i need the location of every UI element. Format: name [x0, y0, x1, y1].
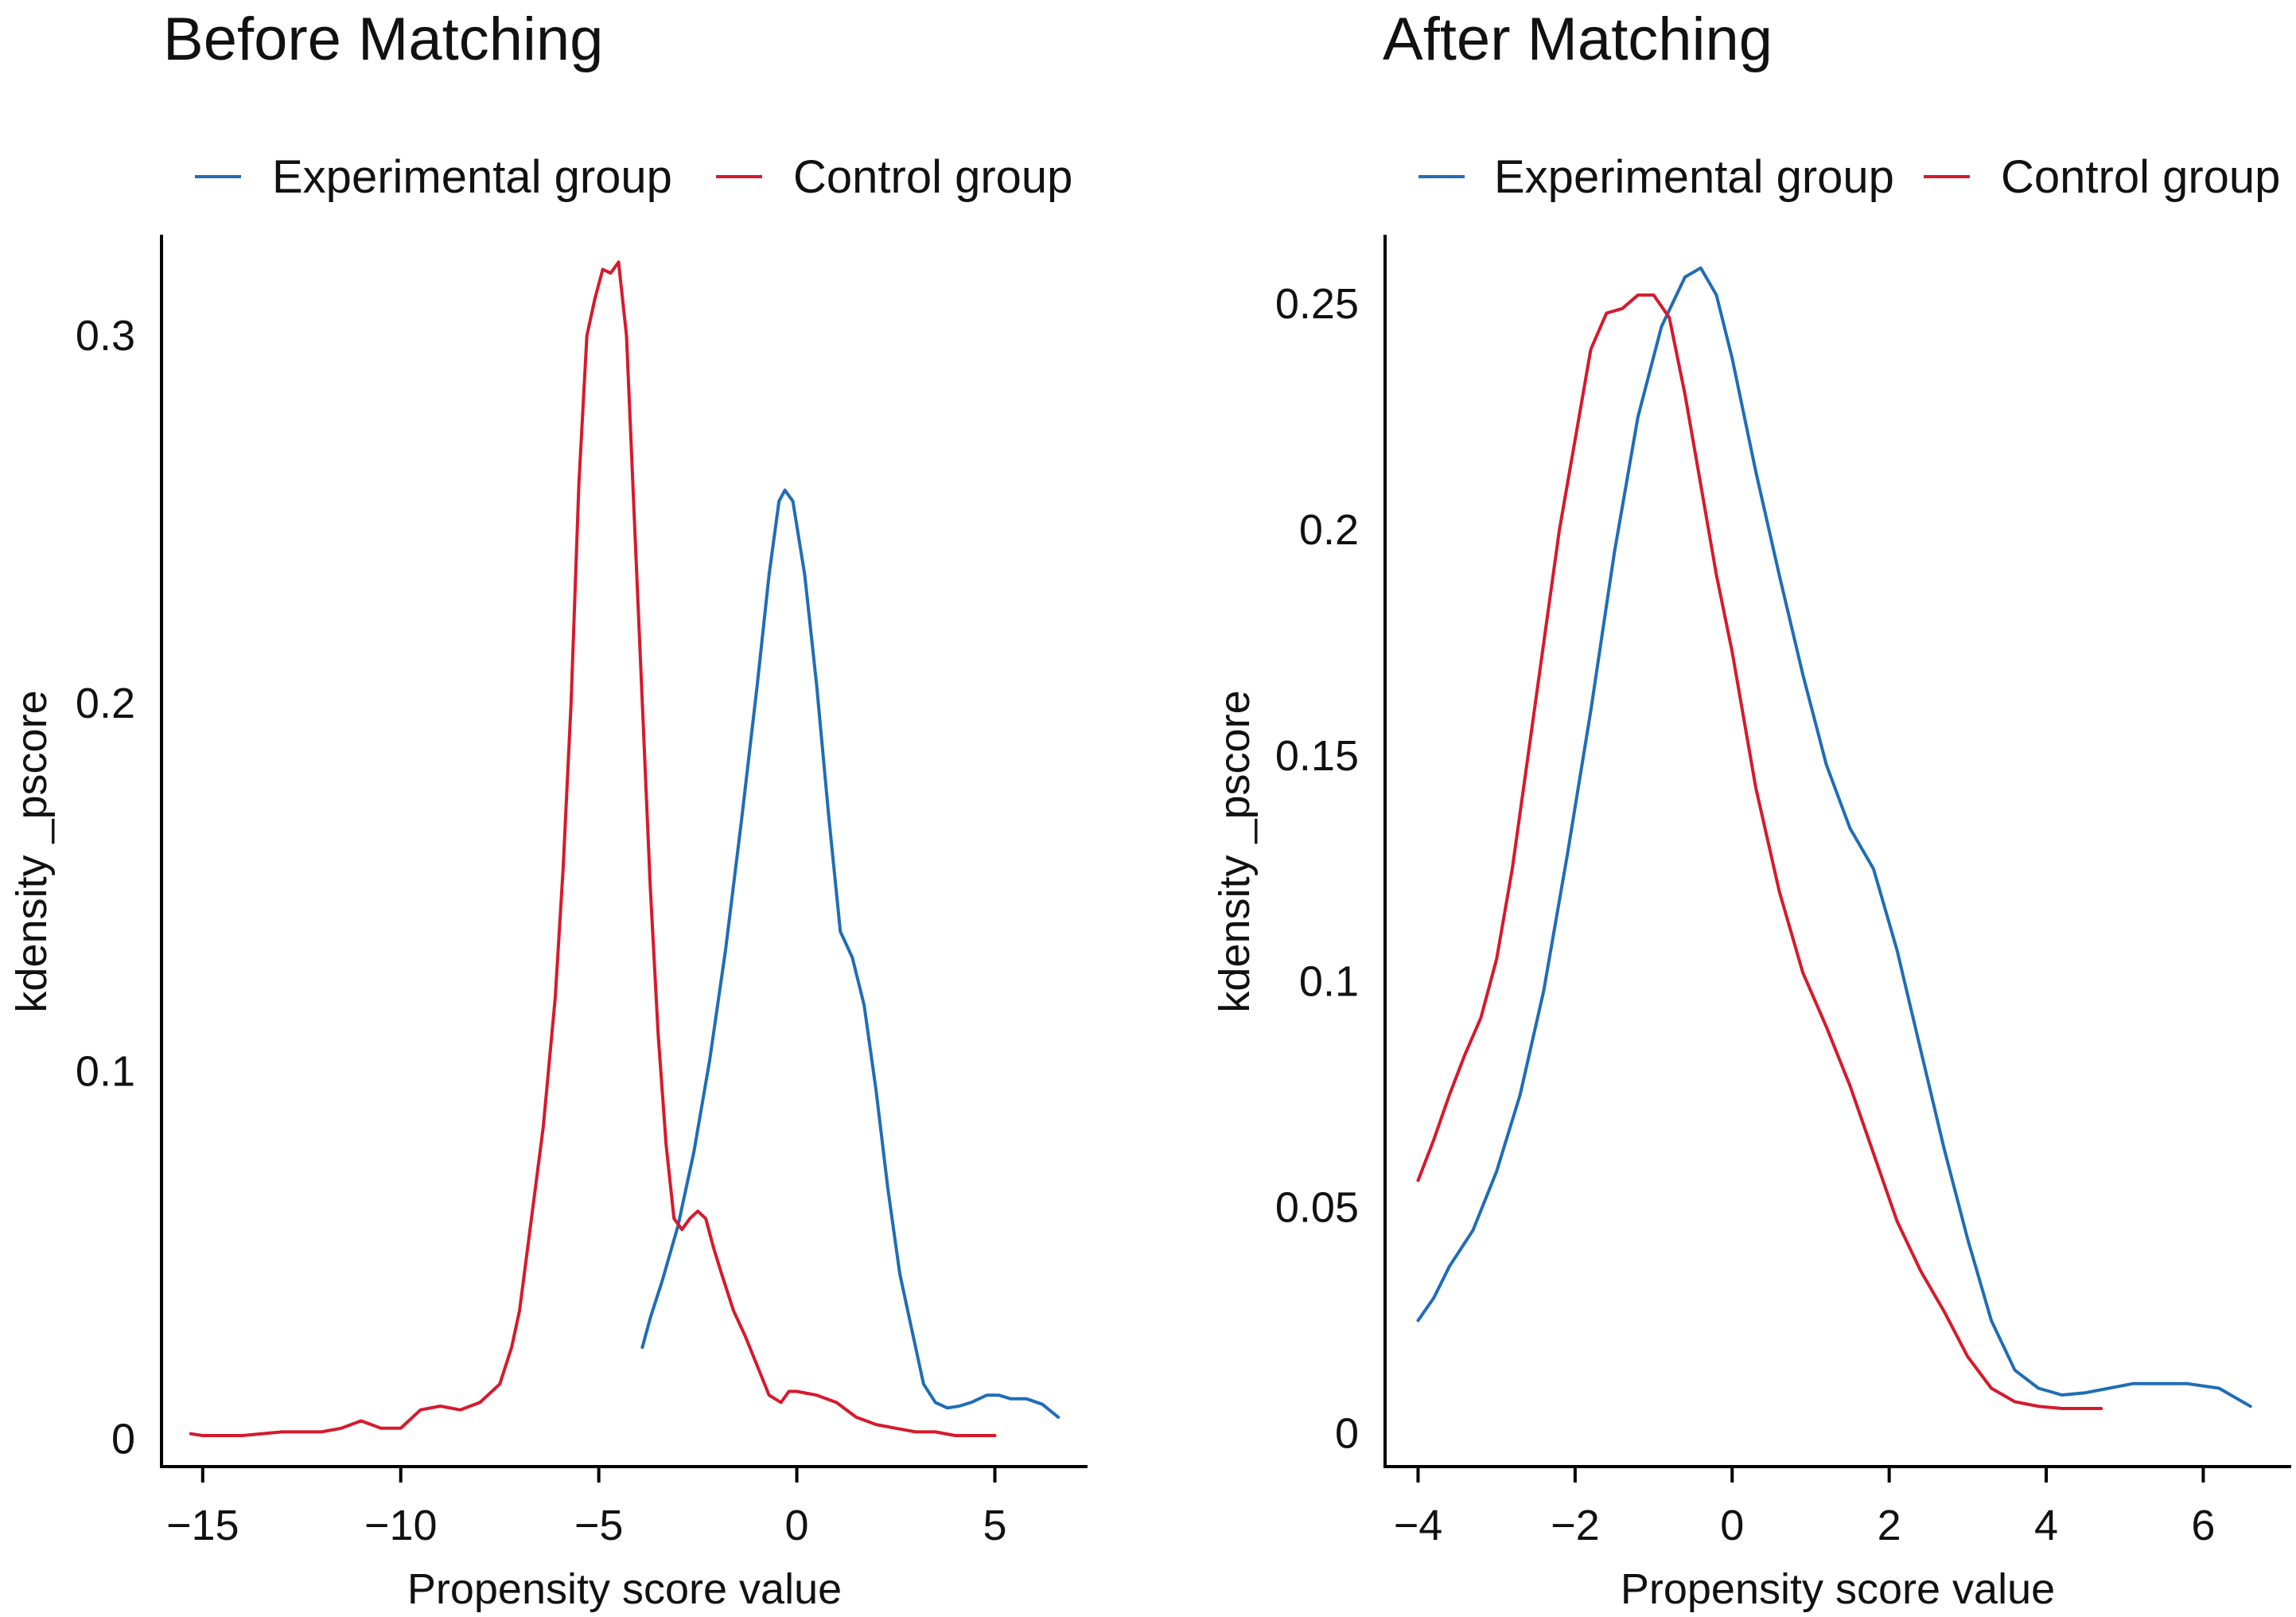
y-axis-title: kdensity _pscore [8, 690, 56, 1012]
legend-label-control: Control group [2001, 151, 2280, 203]
x-tick-label: 5 [983, 1502, 1006, 1549]
chart-title: After Matching [1383, 6, 1773, 73]
legend-label-experimental: Experimental group [1494, 151, 1894, 203]
y-tick-label: 0.1 [76, 1047, 135, 1095]
x-tick-label: 2 [1878, 1502, 1901, 1549]
x-tick-label: −15 [166, 1502, 239, 1549]
x-tick-label: 6 [2191, 1502, 2215, 1549]
y-tick-label: 0.25 [1275, 280, 1359, 328]
y-tick-label: 0.2 [76, 680, 135, 727]
x-tick-label: −4 [1394, 1502, 1443, 1549]
panel-before-matching: Before Matching Experimental group Contr… [8, 6, 1088, 1613]
series-line-control-group [189, 260, 997, 1437]
x-ticks: −15 −10 −5 0 5 [166, 1467, 1007, 1549]
x-tick-label: 0 [1720, 1502, 1744, 1549]
x-ticks: −4 −2 0 2 4 6 [1394, 1467, 2215, 1549]
x-tick-label: 0 [785, 1502, 809, 1549]
y-tick-label: 0 [1335, 1409, 1359, 1457]
x-tick-label: −10 [364, 1502, 438, 1549]
legend-label-experimental: Experimental group [272, 151, 672, 203]
y-tick-label: 0.15 [1275, 732, 1359, 780]
y-ticks: 0 0.05 0.1 0.15 0.2 0.25 [1275, 280, 1359, 1457]
series-lines [1416, 266, 2252, 1410]
x-axis-title: Propensity score value [407, 1565, 842, 1613]
x-tick-label: −2 [1551, 1502, 1600, 1549]
series-line-control-group [1416, 293, 2103, 1410]
y-ticks: 0 0.1 0.2 0.3 [76, 312, 135, 1463]
y-tick-label: 0.3 [76, 312, 135, 360]
legend-label-control: Control group [793, 151, 1072, 203]
series-line-experimental-group [640, 489, 1060, 1419]
y-axis-title: kdensity _pscore [1211, 690, 1259, 1012]
y-tick-label: 0.2 [1299, 506, 1359, 554]
legend: Experimental group Control group [195, 151, 1072, 203]
x-tick-label: 4 [2034, 1502, 2058, 1549]
x-tick-label: −5 [574, 1502, 624, 1549]
y-tick-label: 0.05 [1275, 1183, 1359, 1231]
panel-after-matching: After Matching Experimental group Contro… [1211, 6, 2291, 1613]
x-axis-title: Propensity score value [1621, 1565, 2055, 1613]
series-line-experimental-group [1416, 266, 2252, 1409]
y-tick-label: 0 [111, 1416, 135, 1463]
legend: Experimental group Control group [1418, 151, 2280, 203]
series-lines [189, 260, 1060, 1437]
chart-title: Before Matching [163, 6, 603, 73]
y-tick-label: 0.1 [1299, 958, 1359, 1006]
